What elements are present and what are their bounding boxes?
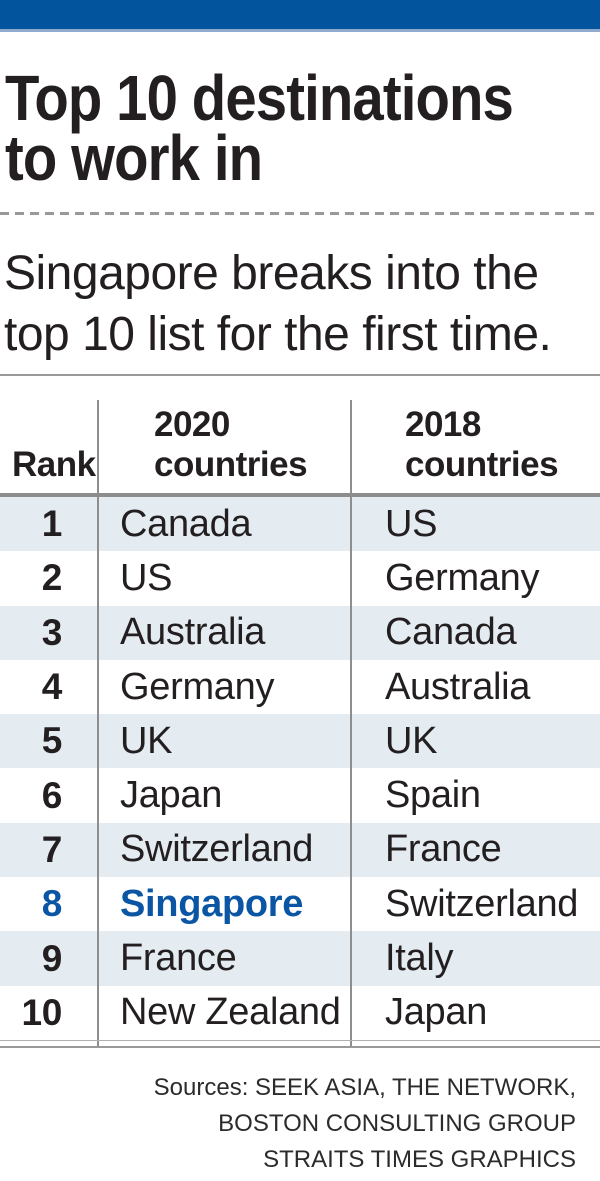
country-2018-cell: Japan	[350, 985, 600, 1040]
table-header-row: Rank 2020 countries 2018 countries	[0, 376, 600, 497]
page-title-line-1: Top 10 destinations	[5, 62, 514, 134]
table-row-10: 10 New Zealand Japan	[0, 985, 600, 1040]
table-row-6: 6 Japan Spain	[0, 768, 600, 823]
ranking-table: Rank 2020 countries 2018 countries 1 Can…	[0, 374, 600, 1048]
sources-line-3: STRAITS TIMES GRAPHICS	[263, 1145, 576, 1173]
country-2020-cell: New Zealand	[97, 985, 350, 1040]
subtitle: Singapore breaks into the top 10 list fo…	[4, 243, 600, 365]
sources-line-1: Sources: SEEK ASIA, THE NETWORK,	[153, 1073, 576, 1101]
rank-cell: 4	[41, 666, 63, 708]
header-2020-year: 2020	[154, 405, 230, 444]
rank-cell: 6	[41, 774, 63, 816]
country-2020-cell-highlighted: Singapore	[97, 877, 350, 932]
header-2020-label: countries	[154, 445, 308, 484]
sources-credit: Sources: SEEK ASIA, THE NETWORK, BOSTON …	[0, 1070, 600, 1178]
country-2020-cell: Australia	[97, 605, 350, 660]
rank-cell: 3	[41, 611, 63, 653]
dashed-divider	[0, 212, 600, 215]
header-2018-countries: 2018 countries	[350, 400, 600, 493]
rank-cell: 9	[41, 937, 63, 979]
subtitle-line-2: top 10 list for the first time.	[4, 308, 552, 361]
rank-cell: 10	[21, 991, 62, 1033]
country-2020-cell: Canada	[97, 497, 350, 552]
rank-cell: 8	[41, 883, 63, 925]
brand-color-bar	[0, 0, 600, 32]
table-row-3: 3 Australia Canada	[0, 605, 600, 660]
country-2018-cell: UK	[350, 714, 600, 769]
country-2020-cell: Switzerland	[97, 822, 350, 878]
table-bottom-border	[0, 1045, 600, 1048]
rank-cell: 7	[41, 828, 63, 870]
rank-cell: 2	[41, 557, 63, 599]
country-2020-cell: Germany	[97, 659, 350, 715]
table-row-7: 7 Switzerland France	[0, 822, 600, 878]
country-2018-cell: Spain	[350, 768, 600, 823]
header-rank-label: Rank	[12, 445, 96, 484]
table-row-1: 1 Canada US	[0, 497, 600, 552]
country-2018-cell: Italy	[350, 931, 600, 986]
header-rank: Rank	[0, 400, 97, 493]
page-title: Top 10 destinations to work in	[5, 62, 529, 194]
country-2020-cell: US	[97, 551, 350, 606]
country-2018-cell: Switzerland	[350, 877, 600, 932]
country-2018-cell: Germany	[350, 551, 600, 606]
country-2020-cell: France	[97, 931, 350, 986]
table-row-5: 5 UK UK	[0, 714, 600, 769]
table-body: 1 Canada US 2 US Germany 3 Australia Can…	[0, 497, 600, 1040]
country-2018-cell: US	[350, 497, 600, 552]
header-2018-year: 2018	[405, 405, 481, 444]
header-2018-label: countries	[405, 445, 559, 484]
header-2020-countries: 2020 countries	[97, 400, 350, 493]
country-2020-cell: UK	[97, 714, 350, 769]
table-row-4: 4 Germany Australia	[0, 659, 600, 715]
page-title-line-2: to work in	[5, 122, 263, 194]
table-divider-stubs	[0, 1039, 600, 1046]
rank-cell: 1	[41, 503, 63, 545]
table-row-8-singapore-highlight: 8 Singapore Switzerland	[0, 877, 600, 932]
subtitle-line-1: Singapore breaks into the	[4, 247, 539, 300]
country-2018-cell: France	[350, 822, 600, 878]
table-row-9: 9 France Italy	[0, 931, 600, 986]
country-2018-cell: Australia	[350, 659, 600, 715]
country-2020-cell: Japan	[97, 768, 350, 823]
country-2018-cell: Canada	[350, 605, 600, 660]
rank-cell: 5	[41, 720, 63, 762]
sources-line-2: BOSTON CONSULTING GROUP	[218, 1109, 576, 1137]
table-row-2: 2 US Germany	[0, 551, 600, 606]
